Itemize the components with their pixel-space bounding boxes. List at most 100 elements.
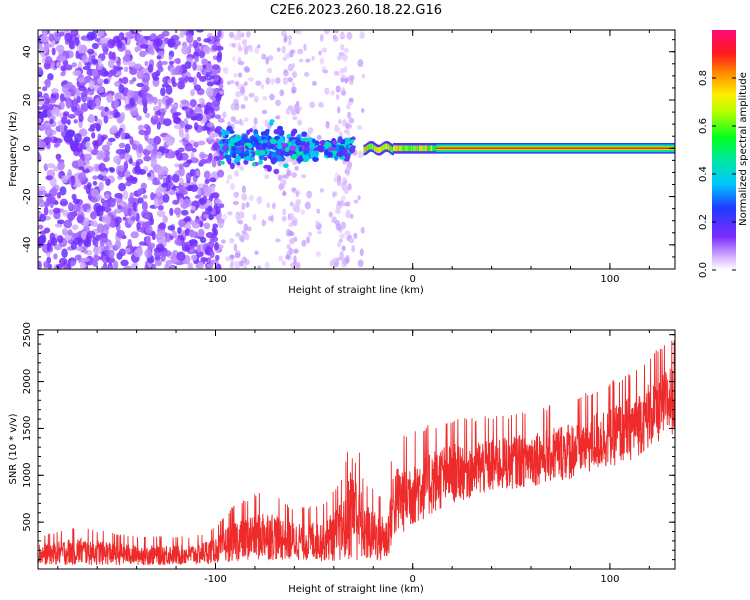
spectrogram-transition-cell bbox=[413, 145, 416, 152]
spectrogram-faint-cell bbox=[297, 119, 303, 126]
spectrogram-noise-cell bbox=[172, 173, 180, 183]
spectrogram-faint-cell bbox=[335, 209, 341, 215]
spectrogram-noise-cell bbox=[96, 223, 105, 233]
spectrogram-noise-cell bbox=[137, 188, 144, 196]
spectrogram-faint-cell bbox=[291, 187, 297, 192]
spectrogram-faint-cell bbox=[336, 200, 342, 206]
spectrogram-faint-cell bbox=[349, 74, 355, 81]
spectrogram-noise-cell bbox=[103, 245, 110, 252]
spectrogram-noise-cell bbox=[44, 127, 53, 137]
spectrogram-transition-cell bbox=[394, 145, 397, 152]
spectrogram-ridge-cell bbox=[283, 163, 289, 169]
spectrogram-faint-cell bbox=[347, 183, 352, 191]
spectrogram-noise-cell bbox=[206, 122, 215, 128]
spectrogram-noise-cell bbox=[128, 61, 136, 68]
spectrogram-noise-cell bbox=[96, 208, 104, 217]
spectrogram-noise-cell bbox=[133, 30, 143, 33]
spectrogram-noise-cell bbox=[57, 55, 67, 62]
spectrogram-noise-cell bbox=[158, 230, 167, 236]
spectrogram-noise-cell bbox=[154, 38, 163, 47]
spectrogram-noise-cell bbox=[167, 225, 175, 231]
spectrogram-faint-cell bbox=[357, 59, 364, 68]
spectrogram-faint-cell bbox=[319, 34, 324, 42]
spectrogram-noise-cell bbox=[168, 60, 175, 65]
spectrogram-faint-cell bbox=[343, 202, 349, 207]
spectrogram-noise-cell bbox=[195, 170, 201, 177]
spectrogram-noise-cell bbox=[71, 193, 77, 201]
spectrogram-noise-cell bbox=[161, 182, 169, 188]
spectrogram-noise-cell bbox=[65, 64, 73, 71]
spectrogram-faint-cell bbox=[278, 255, 283, 262]
spectrogram-noise-cell bbox=[48, 97, 57, 104]
spectrogram-noise-cell bbox=[53, 142, 59, 148]
spectrogram-ridge-cell bbox=[269, 138, 277, 144]
spectrogram-ridge-cell bbox=[255, 145, 260, 150]
spectrogram-transition-cell bbox=[378, 147, 381, 153]
spectrogram-faint-cell bbox=[252, 213, 257, 221]
spectrogram-noise-cell bbox=[184, 124, 193, 130]
spectrogram-noise-cell bbox=[98, 162, 106, 172]
spectrogram-noise-cell bbox=[212, 142, 220, 151]
spectrogram-noise-cell bbox=[195, 219, 201, 224]
spectrogram-noise-cell bbox=[213, 75, 219, 82]
spectrogram-transition-cell bbox=[391, 146, 395, 153]
spectrogram-noise-cell bbox=[215, 263, 222, 269]
spectrogram-transition-cell bbox=[383, 144, 386, 150]
spectrogram-ridge-cell bbox=[229, 162, 235, 170]
spectrogram-ridge-cell bbox=[263, 156, 268, 161]
spectrogram-ridge-cell bbox=[225, 154, 231, 161]
spectrogram-noise-cell bbox=[164, 263, 170, 269]
spectrogram-noise-cell bbox=[68, 137, 74, 145]
spectrogram-transition-cell bbox=[400, 145, 403, 152]
spectrogram-noise-cell bbox=[117, 204, 122, 210]
colorbar-tick-label: 0.0 bbox=[698, 262, 709, 278]
spectrogram-faint-cell bbox=[235, 91, 242, 98]
spectrogram-transition-cell bbox=[385, 143, 389, 150]
spectrogram-transition-cell bbox=[388, 144, 391, 151]
spectrogram-faint-cell bbox=[266, 202, 271, 209]
spectrogram-noise-cell bbox=[78, 77, 86, 83]
spectrogram-faint-cell bbox=[328, 211, 333, 218]
spectrogram-noise-cell bbox=[188, 230, 197, 238]
spectrogram-noise-cell bbox=[207, 81, 214, 87]
spectrogram-noise-cell bbox=[153, 198, 159, 208]
spectrogram-noise-cell bbox=[78, 85, 87, 92]
spectrogram-faint-cell bbox=[238, 211, 245, 219]
spectrogram-noise-cell bbox=[39, 230, 47, 235]
spectrogram-faint-cell bbox=[244, 233, 250, 241]
spectrogram-noise-cell bbox=[91, 132, 96, 139]
snr-frame bbox=[37, 329, 676, 570]
spectrogram-noise-cell bbox=[174, 238, 182, 246]
spectrogram-noise-cell bbox=[201, 58, 209, 66]
spectrogram-transition-cell bbox=[406, 145, 409, 152]
spectrogram-noise-cell bbox=[180, 30, 185, 36]
spectrogram-faint-cell bbox=[294, 261, 301, 269]
spectrogram-noise-cell bbox=[63, 111, 70, 117]
spectrogram-noise-cell bbox=[194, 55, 200, 63]
spectrogram-noise-cell bbox=[113, 260, 119, 269]
spectrogram-cells bbox=[38, 30, 675, 269]
spectrogram-ytick-label: 20 bbox=[22, 94, 33, 107]
spectrogram-noise-cell bbox=[91, 188, 100, 198]
spectrogram-transition-cell bbox=[375, 146, 378, 153]
spectrogram-transition-cell bbox=[422, 145, 425, 152]
spectrogram-noise-cell bbox=[72, 198, 80, 205]
spectrogram-noise-cell bbox=[78, 113, 84, 123]
spectrogram-ridge-cell bbox=[309, 151, 317, 157]
spectrogram-noise-cell bbox=[181, 209, 189, 216]
spectrogram-faint-cell bbox=[225, 256, 231, 262]
spectrogram-noise-cell bbox=[132, 201, 137, 212]
spectrogram-noise-cell bbox=[128, 158, 133, 165]
spectrogram-noise-cell bbox=[107, 249, 115, 259]
spectrogram-faint-cell bbox=[341, 86, 346, 94]
spectrogram-noise-cell bbox=[110, 197, 116, 203]
spectrogram-noise-cell bbox=[63, 90, 72, 99]
spectrogram-ridge-cell bbox=[273, 128, 281, 135]
spectrogram-noise-cell bbox=[38, 66, 43, 73]
spectrogram-faint-cell bbox=[323, 30, 330, 35]
spectrogram-faint-cell bbox=[345, 123, 350, 128]
spectrogram-faint-cell bbox=[262, 220, 267, 226]
spectrogram-faint-cell bbox=[231, 56, 236, 62]
spectrogram-faint-cell bbox=[233, 243, 238, 252]
spectrogram-noise-cell bbox=[218, 220, 224, 229]
